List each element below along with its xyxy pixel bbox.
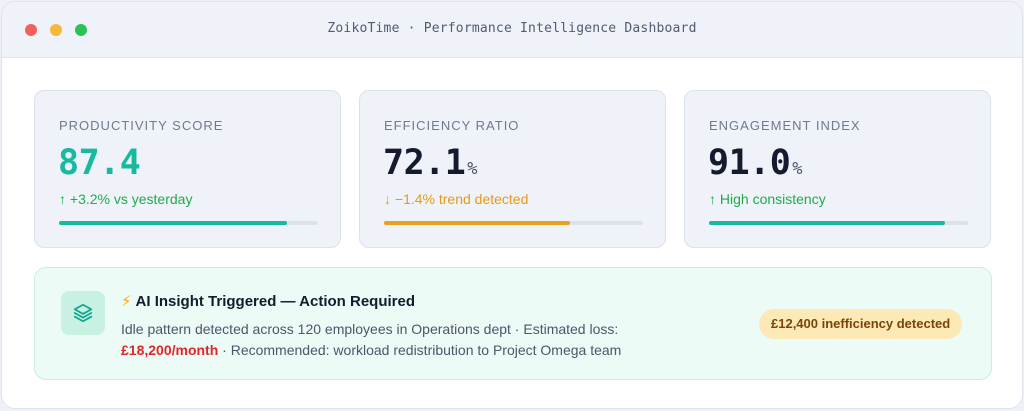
metric-label: EFFICIENCY RATIO xyxy=(384,118,520,133)
metric-value: 87.4 xyxy=(58,143,141,183)
progress-fill xyxy=(709,221,945,225)
progress-fill xyxy=(384,221,571,225)
metric-unit: % xyxy=(792,159,803,179)
insight-description: Idle pattern detected across 120 employe… xyxy=(121,321,622,358)
progress-track xyxy=(709,221,968,225)
lightning-icon: ⚡ xyxy=(121,293,132,310)
estimated-loss-value: £18,200/month xyxy=(121,342,219,358)
progress-track xyxy=(384,221,643,225)
metric-label: ENGAGEMENT INDEX xyxy=(709,118,861,133)
metric-trend: ↓ −1.4% trend detected xyxy=(384,191,529,207)
productivity-score-card: PRODUCTIVITY SCORE 87.4 ↑ +3.2% vs yeste… xyxy=(34,90,341,248)
maximize-window-button[interactable] xyxy=(75,24,87,36)
metric-trend: ↑ +3.2% vs yesterday xyxy=(59,191,193,207)
efficiency-ratio-card: EFFICIENCY RATIO 72.1% ↓ −1.4% trend det… xyxy=(359,90,666,248)
close-window-button[interactable] xyxy=(25,24,37,36)
metric-label: PRODUCTIVITY SCORE xyxy=(59,118,224,133)
layers-icon xyxy=(61,291,105,335)
progress-track xyxy=(59,221,318,225)
insight-title: ⚡ AI Insight Triggered — Action Required xyxy=(121,293,416,310)
inefficiency-badge: £12,400 inefficiency detected xyxy=(759,309,963,339)
progress-fill xyxy=(59,221,287,225)
metric-value: 72.1% xyxy=(383,143,478,183)
window-title: ZoikoTime · Performance Intelligence Das… xyxy=(327,21,697,36)
title-bar: ZoikoTime · Performance Intelligence Das… xyxy=(2,2,1022,58)
ai-insight-panel: ⚡ AI Insight Triggered — Action Required … xyxy=(34,267,992,380)
minimize-window-button[interactable] xyxy=(50,24,62,36)
metric-unit: % xyxy=(467,159,478,179)
metric-value: 91.0% xyxy=(708,143,803,183)
engagement-index-card: ENGAGEMENT INDEX 91.0% ↑ High consistenc… xyxy=(684,90,991,248)
metric-trend: ↑ High consistency xyxy=(709,191,826,207)
